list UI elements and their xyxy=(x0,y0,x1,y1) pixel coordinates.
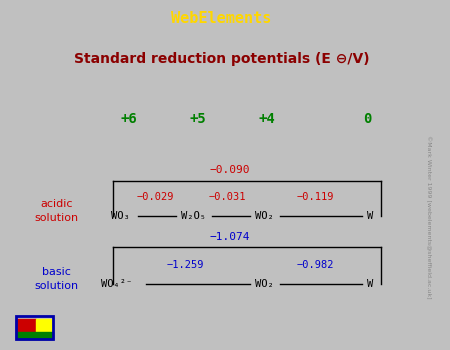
Text: WO₃: WO₃ xyxy=(111,211,130,222)
Text: acidic
solution: acidic solution xyxy=(34,199,78,223)
Text: W: W xyxy=(367,279,373,289)
Text: −1.259: −1.259 xyxy=(166,260,204,270)
Text: Standard reduction potentials (E ⊖/V): Standard reduction potentials (E ⊖/V) xyxy=(74,51,369,65)
Text: 0: 0 xyxy=(364,112,372,126)
Text: WO₄²⁻: WO₄²⁻ xyxy=(101,279,132,289)
Text: −1.074: −1.074 xyxy=(210,232,251,242)
Text: −0.982: −0.982 xyxy=(297,260,334,270)
Bar xyxy=(36,320,53,332)
Text: −0.029: −0.029 xyxy=(136,193,174,202)
Text: WO₂: WO₂ xyxy=(255,279,274,289)
Text: basic
solution: basic solution xyxy=(34,267,78,291)
Text: −0.090: −0.090 xyxy=(210,166,251,175)
Bar xyxy=(16,316,53,339)
Text: W₂O₅: W₂O₅ xyxy=(181,211,206,222)
Text: +4: +4 xyxy=(258,112,275,126)
Text: −0.119: −0.119 xyxy=(297,193,334,202)
Text: WebElements: WebElements xyxy=(171,12,272,26)
Bar xyxy=(16,332,53,339)
Text: +5: +5 xyxy=(189,112,207,126)
Text: WO₂: WO₂ xyxy=(255,211,274,222)
Text: +6: +6 xyxy=(121,112,138,126)
Text: −0.031: −0.031 xyxy=(208,193,246,202)
Bar xyxy=(16,320,36,332)
Text: ©Mark Winter 1999 [webelements@sheffield.ac.uk]: ©Mark Winter 1999 [webelements@sheffield… xyxy=(426,135,432,298)
Text: W: W xyxy=(367,211,373,222)
